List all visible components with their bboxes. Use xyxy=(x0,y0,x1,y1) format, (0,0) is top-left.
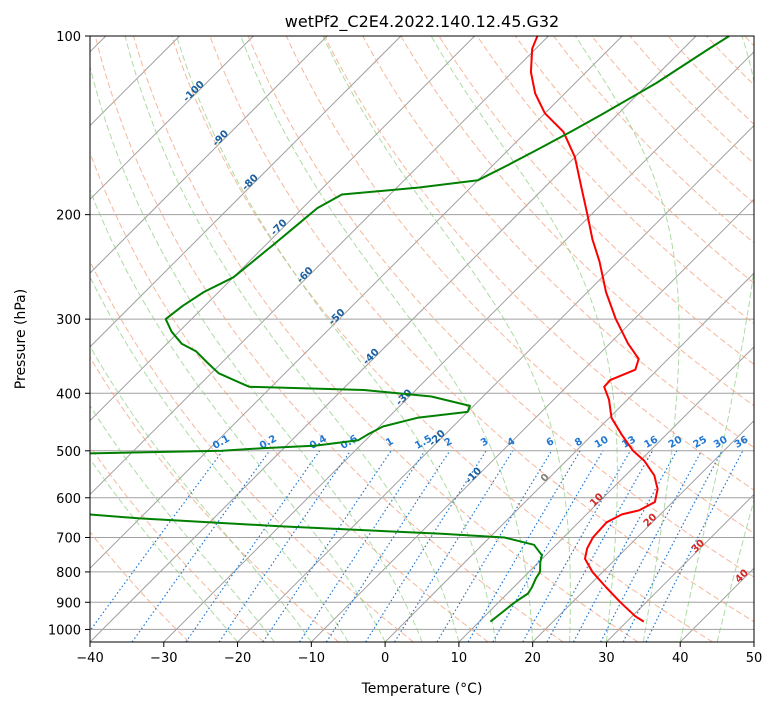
moist-adiabat-line xyxy=(177,36,496,642)
moist-adiabat-line xyxy=(0,36,311,642)
y-tick-label: 100 xyxy=(56,30,81,45)
background-lines xyxy=(0,36,775,642)
x-tick-label: −20 xyxy=(224,651,251,666)
dry-adiabat-line xyxy=(210,36,775,642)
dry-adiabat-line xyxy=(95,36,563,642)
y-tick-label: 300 xyxy=(56,313,81,328)
mixing-ratio-label: 0.4 xyxy=(308,433,329,451)
moist-adiabat-line xyxy=(431,36,617,642)
x-tick-label: −10 xyxy=(298,651,325,666)
moist-adiabat-line xyxy=(83,36,422,642)
mixing-ratio-line xyxy=(523,451,631,642)
moist-adiabat-line xyxy=(17,36,348,642)
dry-adiabat-label: -80 xyxy=(240,173,261,194)
mixing-ratio-label: 16 xyxy=(642,434,660,451)
x-tick-label: −30 xyxy=(150,651,177,666)
moist-adiabat-line xyxy=(0,36,274,642)
mixing-ratio-line xyxy=(263,451,391,642)
x-tick-label: 10 xyxy=(451,651,468,666)
y-tick-label: 400 xyxy=(56,387,81,402)
dry-adiabat-label: -10 xyxy=(464,466,485,487)
moist-adiabat-line xyxy=(323,36,571,642)
x-tick-label: −40 xyxy=(76,651,103,666)
dry-adiabat-label: -90 xyxy=(211,128,232,149)
isotherm-line xyxy=(0,36,401,642)
dry-adiabat-label: -100 xyxy=(181,79,207,105)
mixing-ratio-label: 10 xyxy=(593,434,611,451)
moist-adiabat-label: 0 xyxy=(539,472,552,485)
y-tick-label: 600 xyxy=(56,492,81,507)
isotherm-line xyxy=(459,36,775,642)
mixing-ratio-line xyxy=(326,451,449,642)
y-tick-label: 900 xyxy=(56,596,81,611)
dry-adiabat-line xyxy=(134,36,638,642)
dry-adiabat-line xyxy=(0,36,264,642)
mixing-ratio-label: 0.1 xyxy=(211,433,232,451)
y-tick-label: 200 xyxy=(56,209,81,224)
plot-frame xyxy=(90,36,754,642)
y-tick-label: 800 xyxy=(56,566,81,581)
y-tick-label: 1000 xyxy=(48,623,81,638)
x-axis: −40 −30 −20 −10 0 10 20 30 40 50 xyxy=(76,642,762,666)
moist-adiabat-line xyxy=(0,36,238,642)
x-tick-label: 20 xyxy=(524,651,541,666)
mixing-ratio-label: 3 xyxy=(479,436,491,449)
isotherm-line xyxy=(0,36,327,642)
y-tick-label: 700 xyxy=(56,532,81,547)
dry-adiabat-line xyxy=(57,36,488,642)
y-axis-label: Pressure (hPa) xyxy=(13,289,29,389)
mixing-ratio-line xyxy=(82,451,223,642)
mixing-ratio-label: 1 xyxy=(384,436,396,449)
dry-adiabat-line xyxy=(745,36,775,642)
dry-adiabat-label: -60 xyxy=(295,265,316,286)
dry-adiabat-line xyxy=(439,36,775,642)
isotherm-line xyxy=(0,36,475,642)
isotherm-line xyxy=(311,36,775,642)
mixing-ratio-line xyxy=(300,451,425,642)
mixing-ratio-label: 20 xyxy=(667,434,685,451)
dry-adiabat-label: -40 xyxy=(361,347,382,368)
dry-adiabat-label: -20 xyxy=(427,428,448,449)
y-axis: 100 200 300 400 500 600 700 800 900 1000 xyxy=(48,30,90,638)
moist-adiabat-line xyxy=(241,36,533,642)
dry-adiabat-line xyxy=(19,36,413,642)
moist-adiabat-label: 20 xyxy=(642,512,660,530)
moist-adiabat-label: 40 xyxy=(733,568,751,586)
dry-adiabat-line xyxy=(515,36,775,642)
x-tick-label: 40 xyxy=(672,651,689,666)
dry-adiabat-label: -30 xyxy=(394,388,415,409)
moist-adiabat-label: 10 xyxy=(588,491,606,509)
moist-adiabat-label: 30 xyxy=(690,538,708,556)
x-tick-label: 50 xyxy=(746,651,763,666)
x-axis-label: Temperature (°C) xyxy=(361,681,483,697)
chart-title: wetPf2_C2E4.2022.140.12.45.G32 xyxy=(285,12,559,32)
isotherm-line xyxy=(0,36,253,642)
moist-adiabat-line xyxy=(575,36,679,642)
moist-adiabat-line xyxy=(717,36,775,642)
mixing-ratio-label: 6 xyxy=(545,436,557,449)
mixing-ratio-line xyxy=(468,451,580,642)
x-tick-label: 30 xyxy=(598,651,615,666)
mixing-ratio-label: 36 xyxy=(733,434,751,451)
isotherm-line xyxy=(754,36,775,642)
isotherm-line xyxy=(164,36,770,642)
mixing-ratio-label: 8 xyxy=(573,436,585,449)
isotherm-line xyxy=(90,36,696,642)
dry-adiabat-line xyxy=(592,36,775,642)
y-tick-label: 500 xyxy=(56,445,81,460)
dry-adiabat-label: -50 xyxy=(327,307,348,328)
x-tick-label: 0 xyxy=(381,651,389,666)
dry-adiabat-line xyxy=(0,36,339,642)
